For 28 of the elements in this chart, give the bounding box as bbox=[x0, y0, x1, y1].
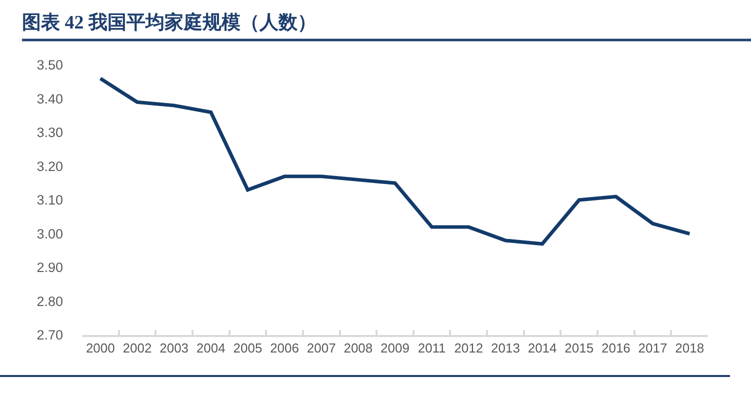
y-tick-label: 3.20 bbox=[36, 158, 63, 174]
y-tick-label: 3.10 bbox=[36, 192, 63, 208]
x-tick-label: 2002 bbox=[122, 340, 152, 356]
x-tick-label: 2013 bbox=[491, 340, 520, 356]
x-tick-label: 2012 bbox=[454, 340, 484, 356]
chart-title: 图表 42 我国平均家庭规模（人数） bbox=[22, 12, 316, 34]
x-tick-label: 2014 bbox=[528, 340, 557, 356]
x-tick-label: 2018 bbox=[675, 340, 704, 356]
y-tick-label: 3.30 bbox=[36, 125, 63, 140]
y-tick-label: 2.80 bbox=[36, 294, 63, 309]
y-tick-label: 3.00 bbox=[36, 226, 63, 242]
x-tick-label: 2007 bbox=[306, 340, 336, 356]
x-tick-label: 2008 bbox=[344, 340, 373, 356]
line-series bbox=[98, 76, 692, 246]
x-tick-label: 2016 bbox=[601, 340, 630, 356]
x-tick-label: 2011 bbox=[418, 340, 446, 356]
x-tick-label: 2004 bbox=[196, 340, 226, 356]
x-tick-label: 2000 bbox=[86, 340, 115, 356]
x-tick-label: 2017 bbox=[638, 340, 668, 356]
x-tick-label: 2015 bbox=[564, 340, 594, 356]
y-tick-label: 2.90 bbox=[36, 260, 63, 276]
x-tick-label: 2003 bbox=[160, 340, 189, 356]
y-tick-label: 2.70 bbox=[36, 328, 63, 343]
x-tick-label: 2005 bbox=[233, 340, 262, 356]
x-tick-label: 2006 bbox=[270, 340, 299, 356]
y-tick-label: 3.50 bbox=[36, 58, 63, 73]
x-tick-label: 2009 bbox=[380, 340, 410, 356]
y-tick-label: 3.40 bbox=[36, 91, 63, 106]
